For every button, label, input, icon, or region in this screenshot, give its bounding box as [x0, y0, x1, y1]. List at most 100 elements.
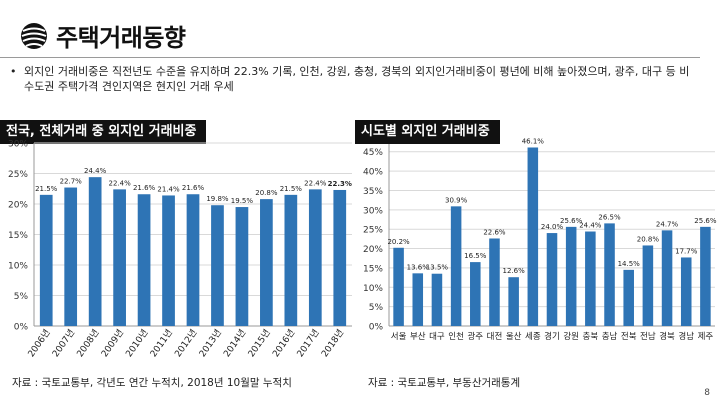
- data-label: 21.6%: [133, 184, 156, 192]
- bar: [680, 257, 692, 326]
- y-tick-label: 25%: [8, 170, 28, 180]
- x-category-label: 서울: [391, 332, 407, 342]
- x-category-label: 2012년: [173, 327, 200, 359]
- data-label: 22.4%: [304, 179, 327, 187]
- x-category-label: 광주: [467, 331, 483, 342]
- data-label: 16.5%: [464, 252, 487, 260]
- x-category-label: 충북: [583, 332, 599, 342]
- data-label: 12.6%: [503, 267, 526, 275]
- bar: [333, 189, 347, 326]
- x-category-label: 2007년: [50, 327, 77, 359]
- x-category-label: 2006년: [26, 327, 53, 359]
- x-category-label: 경북: [659, 331, 675, 342]
- bar: [260, 199, 273, 326]
- y-tick-label: 30%: [363, 206, 383, 216]
- header-divider: [0, 57, 700, 58]
- bullet-marker: •: [10, 65, 17, 78]
- bar: [162, 195, 175, 326]
- bar: [604, 223, 615, 326]
- data-label: 21.6%: [182, 184, 205, 192]
- data-label: 21.5%: [280, 185, 303, 193]
- data-label: 19.5%: [231, 197, 254, 205]
- y-tick-label: 45%: [363, 148, 383, 158]
- y-tick-label: 10%: [8, 262, 28, 272]
- data-label: 13.6%: [407, 263, 430, 271]
- bar: [137, 194, 151, 326]
- y-tick-label: 40%: [363, 168, 383, 178]
- bar: [235, 207, 249, 326]
- y-tick-label: 5%: [369, 303, 384, 313]
- bar: [585, 231, 596, 326]
- x-category-label: 2011년: [148, 327, 175, 359]
- bar: [64, 187, 78, 326]
- x-category-label: 충남: [602, 332, 618, 342]
- x-category-label: 전북: [621, 331, 637, 342]
- x-category-label: 전남: [640, 331, 656, 342]
- bar: [39, 194, 53, 326]
- y-tick-label: 15%: [363, 264, 383, 274]
- bar: [308, 189, 322, 326]
- data-label: 46.1%: [522, 138, 545, 145]
- x-category-label: 2008년: [75, 327, 102, 359]
- page-number: 8: [704, 388, 710, 398]
- x-category-label: 경남: [678, 331, 694, 342]
- bar: [642, 245, 654, 326]
- left-chart-label: 전국, 전체거래 중 외지인 거래비중: [0, 120, 207, 144]
- y-tick-label: 0%: [14, 323, 29, 333]
- bar: [211, 205, 224, 326]
- bar: [527, 147, 539, 326]
- x-category-label: 2016년: [270, 327, 297, 359]
- x-category-label: 부산: [410, 331, 426, 342]
- data-label: 24.4%: [84, 167, 107, 175]
- y-tick-label: 10%: [363, 284, 383, 294]
- bar: [489, 238, 500, 326]
- data-label: 22.3%: [328, 180, 352, 188]
- regional-share-bar-chart: 0% 5% 10% 15% 20% 25% 30% 35% 40% 45% 20.2% 서울 13.6%…: [363, 138, 717, 342]
- bar: [546, 233, 558, 326]
- y-tick-label: 20%: [363, 245, 383, 255]
- x-category-label: 대구: [429, 332, 445, 342]
- data-label: 24.7%: [656, 220, 679, 228]
- bar: [113, 189, 126, 326]
- data-label: 22.6%: [483, 228, 506, 236]
- data-label: 20.8%: [637, 235, 660, 243]
- x-category-label: 2010년: [124, 327, 151, 359]
- data-label: 13.5%: [426, 264, 449, 272]
- x-category-label: 제주: [698, 332, 714, 342]
- data-label: 20.8%: [255, 189, 278, 197]
- bar: [623, 269, 634, 326]
- bar: [450, 206, 462, 326]
- x-category-label: 인천: [448, 331, 464, 342]
- y-tick-label: 35%: [363, 187, 383, 197]
- right-chart-label: 시도별 외지인 거래비중: [355, 120, 500, 144]
- bar: [412, 273, 424, 326]
- summary-text: 외지인 거래비중은 직전년도 수준을 유지하며 22.3% 기록, 인천, 강원…: [24, 65, 690, 93]
- bar: [431, 273, 443, 326]
- y-tick-label: 0%: [369, 323, 384, 333]
- x-category-label: 경기: [544, 331, 560, 342]
- x-category-label: 2017년: [295, 327, 322, 359]
- x-category-label: 2013년: [197, 327, 224, 359]
- bar: [565, 226, 577, 326]
- x-category-label: 대전: [487, 331, 503, 342]
- data-label: 17.7%: [675, 247, 698, 255]
- slide-header: 주택거래동향: [0, 0, 720, 62]
- data-label: 25.6%: [694, 217, 717, 225]
- bar: [186, 194, 200, 326]
- x-category-label: 2015년: [246, 327, 273, 359]
- page-title: 주택거래동향: [56, 24, 186, 52]
- summary-bullet: • 외지인 거래비중은 직전년도 수준을 유지하며 22.3% 기록, 인천, …: [10, 64, 694, 94]
- data-label: 22.7%: [60, 178, 83, 186]
- x-category-label: 강원: [563, 331, 579, 342]
- bar: [700, 226, 711, 326]
- data-label: 25.6%: [560, 217, 583, 225]
- data-label: 24.4%: [579, 222, 602, 230]
- x-category-label: 세종: [525, 332, 541, 342]
- national-share-bar-chart: 0%5%10%15%20%25%30%21.5%2006년22.7%2007년2…: [8, 140, 352, 359]
- data-label: 19.8%: [206, 195, 229, 203]
- data-label: 26.5%: [598, 213, 621, 221]
- y-tick-label: 15%: [8, 231, 28, 241]
- left-source-note: 자료 : 국토교통부, 각년도 연간 누적치, 2018년 10월말 누적치: [12, 377, 292, 389]
- x-category-label: 울산: [506, 331, 522, 342]
- bar: [661, 230, 673, 326]
